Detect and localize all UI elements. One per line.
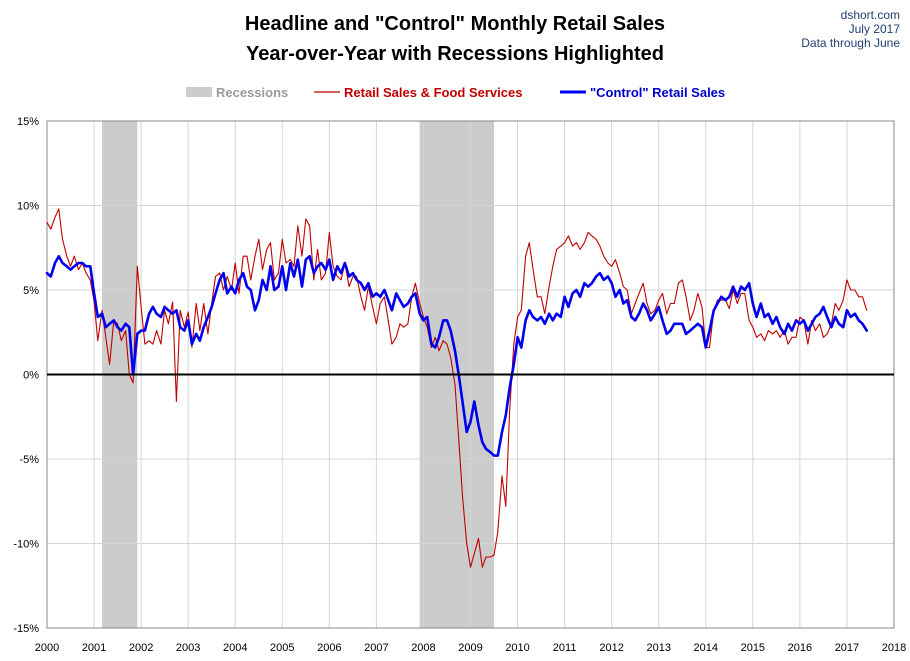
x-tick-label: 2009	[458, 642, 482, 654]
y-tick-label: -5%	[19, 454, 39, 466]
x-tick-label: 2007	[364, 642, 388, 654]
legend: Recessions Retail Sales & Food Services …	[186, 85, 725, 100]
x-tick-label: 2000	[35, 642, 59, 654]
y-tick-label: 10%	[17, 201, 39, 213]
x-tick-label: 2018	[882, 642, 906, 654]
y-tick-label: -15%	[13, 623, 39, 635]
x-tick-label: 2015	[741, 642, 765, 654]
source-site: dshort.com	[841, 8, 900, 22]
legend-control-label: "Control" Retail Sales	[590, 85, 725, 100]
x-tick-label: 2017	[835, 642, 859, 654]
x-tick-label: 2008	[411, 642, 435, 654]
chart-title-line2: Year-over-Year with Recessions Highlight…	[246, 43, 664, 65]
x-axis-ticks: 2000 2001 2002 2003 2004 2005 2006 2007 2008 2009…	[35, 642, 906, 654]
x-tick-label: 2016	[788, 642, 812, 654]
x-tick-label: 2014	[694, 642, 718, 654]
x-tick-label: 2013	[646, 642, 670, 654]
legend-headline-label: Retail Sales & Food Services	[344, 85, 522, 100]
legend-recessions-swatch	[186, 87, 212, 97]
x-tick-label: 2001	[82, 642, 106, 654]
x-tick-label: 2006	[317, 642, 341, 654]
source-note: Data through June	[801, 36, 900, 50]
x-tick-label: 2010	[505, 642, 529, 654]
x-tick-label: 2005	[270, 642, 294, 654]
legend-recessions-label: Recessions	[216, 85, 288, 100]
y-tick-label: 5%	[23, 285, 39, 297]
series-line-retail-sales-food-services	[46, 208, 868, 568]
source-date: July 2017	[849, 22, 901, 36]
y-tick-label: -10%	[13, 539, 39, 551]
x-tick-label: 2004	[223, 642, 247, 654]
x-tick-label: 2002	[129, 642, 153, 654]
x-tick-label: 2011	[553, 642, 577, 654]
chart-title-line1: Headline and "Control" Monthly Retail Sa…	[245, 13, 665, 35]
y-tick-label: 15%	[17, 116, 39, 128]
y-tick-label: 0%	[23, 370, 39, 382]
series-lines	[45, 208, 868, 568]
x-tick-label: 2012	[599, 642, 623, 654]
x-tick-label: 2003	[176, 642, 200, 654]
y-axis-ticks: 15% 10% 5% 0% -5% -10% -15%	[13, 116, 39, 635]
series-line-control-retail-sales	[45, 254, 868, 457]
